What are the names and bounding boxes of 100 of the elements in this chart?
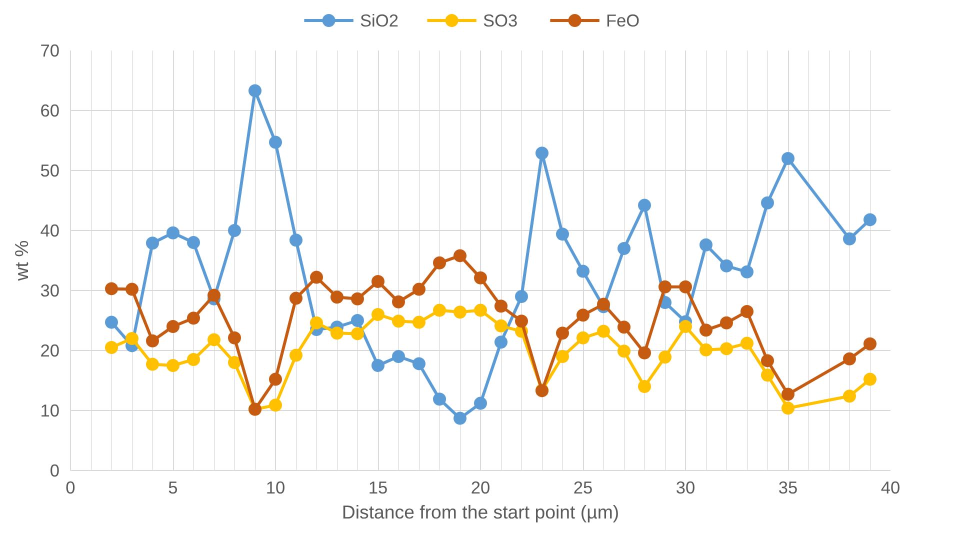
y-tick-label: 10 xyxy=(40,400,60,420)
point xyxy=(864,372,876,386)
point xyxy=(105,316,118,329)
point xyxy=(576,331,590,344)
point xyxy=(679,280,692,294)
point xyxy=(269,398,282,412)
point xyxy=(290,348,302,362)
point xyxy=(700,324,712,337)
point xyxy=(269,136,282,149)
point xyxy=(576,264,590,278)
y-tick-label: 30 xyxy=(40,280,60,300)
point xyxy=(658,350,672,364)
point xyxy=(372,275,384,288)
point xyxy=(166,226,180,240)
point xyxy=(330,326,344,340)
point xyxy=(454,412,466,425)
point xyxy=(269,372,282,386)
point xyxy=(494,319,508,332)
point xyxy=(228,331,241,344)
point xyxy=(372,359,384,372)
y-tick-label: 0 xyxy=(50,460,60,480)
point xyxy=(515,290,528,303)
point xyxy=(782,152,794,165)
point xyxy=(433,392,446,406)
point xyxy=(536,146,548,160)
point xyxy=(330,290,344,304)
point xyxy=(454,249,466,262)
point xyxy=(351,327,364,340)
point xyxy=(700,238,712,252)
point xyxy=(290,234,302,247)
point xyxy=(372,308,384,321)
point xyxy=(187,312,200,325)
point xyxy=(576,308,590,322)
point xyxy=(618,320,630,334)
point xyxy=(187,236,200,249)
point xyxy=(618,242,630,255)
y-tick-label: 60 xyxy=(40,100,60,120)
x-tick-label: 10 xyxy=(266,478,286,498)
point xyxy=(740,265,754,278)
point xyxy=(105,282,118,296)
point xyxy=(412,357,426,370)
x-tick-label: 0 xyxy=(66,478,76,498)
point xyxy=(474,396,487,410)
point xyxy=(166,320,180,333)
point xyxy=(290,292,302,305)
point xyxy=(638,198,651,212)
point xyxy=(146,334,159,348)
point xyxy=(228,224,241,237)
point xyxy=(187,353,200,366)
point xyxy=(392,314,405,328)
point xyxy=(761,368,774,382)
y-tick-label: 40 xyxy=(40,220,60,240)
point xyxy=(556,350,569,363)
point xyxy=(412,316,426,329)
point xyxy=(864,213,876,226)
y-tick-label: 70 xyxy=(40,40,60,60)
point xyxy=(392,350,405,363)
x-tick-label: 40 xyxy=(880,478,900,498)
point xyxy=(679,320,692,333)
x-tick-label: 5 xyxy=(168,478,178,498)
x-tick-label: 20 xyxy=(470,478,490,498)
point xyxy=(433,256,446,270)
legend-label: SO3 xyxy=(482,10,518,30)
point xyxy=(761,354,774,368)
point xyxy=(208,288,220,302)
y-tick-label: 20 xyxy=(40,340,60,360)
point xyxy=(597,324,610,338)
point xyxy=(515,314,528,328)
point xyxy=(494,336,508,349)
point xyxy=(310,316,323,330)
point xyxy=(248,84,262,98)
point xyxy=(638,346,651,360)
legend-label: FeO xyxy=(606,10,640,30)
point xyxy=(864,337,876,350)
x-axis-title: Distance from the start point (µm) xyxy=(342,502,620,522)
point xyxy=(392,295,405,308)
point xyxy=(638,380,651,393)
point xyxy=(843,352,856,366)
point xyxy=(351,292,364,306)
x-tick-label: 15 xyxy=(368,478,388,498)
x-tick-label: 25 xyxy=(573,478,593,498)
point xyxy=(658,280,672,294)
point xyxy=(146,236,159,250)
point xyxy=(454,306,466,319)
point xyxy=(433,304,446,317)
x-tick-label: 35 xyxy=(778,478,798,498)
point xyxy=(843,232,856,246)
point xyxy=(740,336,754,350)
point xyxy=(105,341,118,354)
point xyxy=(310,270,323,284)
point xyxy=(126,332,138,345)
x-tick-label: 30 xyxy=(676,478,696,498)
point xyxy=(782,388,794,401)
point xyxy=(474,304,487,317)
point xyxy=(740,305,754,318)
point xyxy=(556,326,569,340)
y-tick-label: 50 xyxy=(40,160,60,180)
point xyxy=(618,344,630,358)
point xyxy=(761,196,774,210)
point xyxy=(474,271,487,284)
